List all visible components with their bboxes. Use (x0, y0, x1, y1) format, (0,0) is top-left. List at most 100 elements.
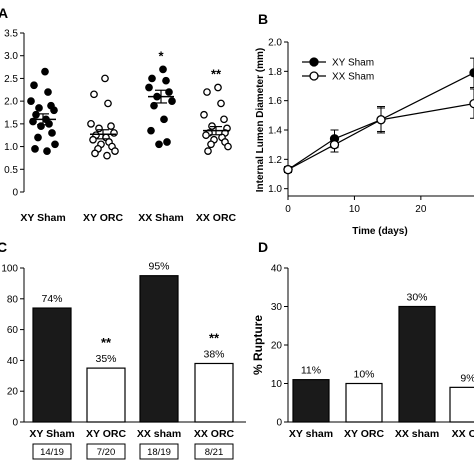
data-point-1 (44, 88, 52, 96)
data-point-2 (103, 151, 111, 160)
count-box (86, 443, 126, 460)
panel-letter-c: C (0, 239, 7, 255)
significance-marker-a: ** (211, 67, 222, 82)
y-tick-label-c: 0 (12, 418, 18, 429)
panel-letter-d: D (258, 239, 268, 255)
y-tick-label-b: 1.0 (268, 184, 282, 195)
y-tick-label-b: 2.0 (268, 38, 282, 49)
x-category-label-c: XX ORC (194, 428, 235, 440)
data-point-1 (51, 140, 59, 149)
data-point-1 (31, 144, 39, 153)
x-category-label-a: XY Sham (20, 212, 65, 224)
x-tick-label-b: 20 (415, 204, 427, 215)
y-tick-label-b: 1.6 (268, 96, 282, 107)
data-point-3 (160, 115, 168, 124)
legend-label-2: XX Sham (332, 72, 374, 83)
y-tick-label-d: 20 (271, 341, 283, 352)
data-point-1 (45, 120, 53, 128)
series-line-1 (287, 72, 474, 171)
x-axis-title-b: Time (days) (352, 226, 407, 237)
data-point-3 (155, 140, 163, 149)
panel-c: 0 20 40 60 80 100 74% XY Sham 14/19 35% ** XY ORC 7/… (1, 261, 246, 460)
data-point-3 (150, 101, 158, 110)
data-point-1 (32, 110, 40, 119)
y-axis-title-b: Internal Lumen Diameter (mm) (255, 48, 266, 192)
panel-b: 1.0 1.2 1.4 1.6 1.8 2.0 0 10 20 Time (days) Intern… (255, 38, 474, 237)
data-point-1 (35, 104, 43, 112)
panel-a: 0 0.5 1.0 1.5 2.0 2.5 3.0 3.5 XY Sham XY ORC XX Sh… (4, 29, 236, 225)
data-point-3 (148, 74, 156, 83)
bar-3 (139, 275, 179, 423)
significance-marker-c: ** (209, 330, 220, 345)
x-category-label-d: XY ORC (344, 428, 384, 440)
y-tick-label-d: 10 (271, 379, 283, 390)
data-point-2 (87, 120, 95, 128)
y-axis-title-d: % Rupture (251, 315, 265, 375)
significance-marker-a: * (158, 48, 164, 63)
x-category-label-a: XY ORC (83, 212, 123, 224)
data-point-2 (95, 124, 103, 133)
y-tick-label-c: 100 (1, 264, 18, 275)
y-tick-label-b: 1.2 (268, 155, 282, 166)
bar-value-label: 74% (41, 293, 62, 305)
bar-value-label: 38% (203, 348, 224, 360)
data-point-2 (101, 74, 109, 83)
bar-3 (398, 305, 436, 423)
legend-label-1: XY Sham (332, 58, 374, 69)
data-point-1 (27, 97, 35, 105)
data-point-1 (34, 133, 42, 142)
count-label: 7/20 (97, 447, 116, 458)
series-line-2 (287, 103, 474, 171)
data-point-3 (168, 97, 176, 105)
series-point-2 (283, 164, 293, 175)
bar-1 (32, 307, 72, 423)
data-point-3 (159, 65, 167, 74)
y-tick-label-d: 40 (271, 264, 283, 275)
y-tick-label-a: 1.0 (4, 142, 18, 153)
data-point-2 (90, 90, 98, 99)
series-point-2 (376, 115, 386, 125)
bar-value-label: 30% (406, 292, 427, 304)
y-tick-label-a: 3.0 (4, 51, 18, 62)
y-tick-label-a: 2.0 (4, 97, 18, 108)
data-point-3 (163, 138, 171, 146)
y-tick-label-b: 1.4 (268, 126, 282, 137)
count-box (194, 443, 234, 460)
data-point-3 (147, 126, 155, 135)
bar-4 (449, 386, 474, 423)
significance-marker-c: ** (101, 335, 112, 350)
x-category-label-a: XX ORC (196, 212, 237, 224)
bar-value-label: 35% (95, 353, 116, 365)
bar-2 (345, 382, 383, 423)
data-point-2 (110, 129, 118, 137)
data-point-4 (207, 140, 215, 149)
data-point-4 (214, 83, 222, 92)
y-tick-label-a: 1.5 (4, 119, 18, 130)
y-tick-label-a: 0 (12, 188, 18, 199)
data-point-2 (89, 135, 97, 144)
y-tick-label-d: 30 (271, 302, 283, 313)
x-category-label-c: XX sham (137, 428, 181, 440)
data-point-2 (111, 147, 119, 155)
data-point-1 (41, 67, 49, 76)
y-tick-label-a: 0.5 (4, 165, 18, 176)
y-tick-label-a: 2.5 (4, 74, 18, 85)
y-tick-label-c: 40 (7, 356, 19, 367)
data-point-1 (50, 106, 58, 115)
y-tick-label-b: 1.8 (268, 67, 282, 78)
series-point-2 (469, 98, 474, 109)
bar-value-label: 10% (353, 369, 374, 381)
data-point-4 (220, 115, 228, 124)
count-box (32, 443, 72, 460)
data-point-1 (30, 81, 38, 90)
data-point-1 (43, 147, 51, 155)
x-category-label-d: XX sham (395, 428, 439, 440)
legend-marker-1 (309, 57, 319, 67)
x-category-label-d: XY sham (289, 428, 333, 440)
series-point-1 (469, 68, 474, 78)
bar-4 (194, 362, 234, 423)
data-point-4 (202, 131, 210, 140)
bar-value-label: 95% (148, 261, 169, 273)
x-tick-label-b: 10 (349, 204, 361, 215)
